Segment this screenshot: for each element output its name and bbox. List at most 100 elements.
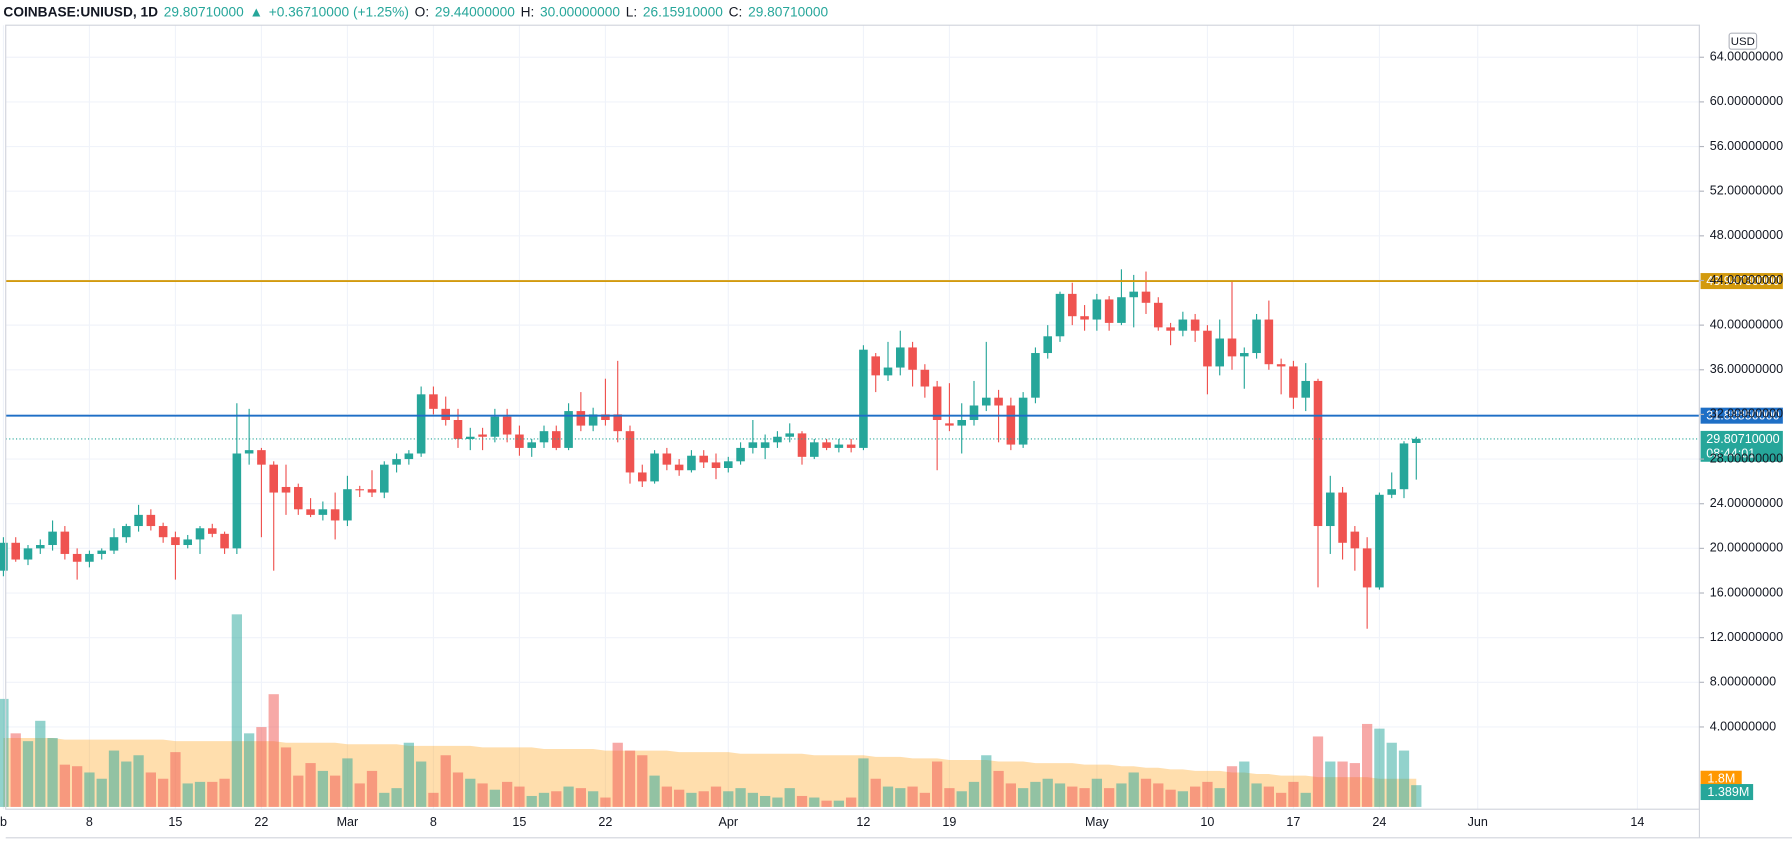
volume-bar [1018,788,1029,807]
legend-item: 30.00000000 [540,4,620,19]
volume-bar [710,786,722,807]
volume-bar [416,761,427,807]
candle-body [1190,319,1200,331]
candle-body [281,486,291,493]
volume-bar [735,788,746,807]
candle-body [588,414,598,426]
candle-body [1154,302,1163,328]
candle-body [1068,293,1077,317]
volume-bar [452,772,464,807]
candle-body [871,356,880,376]
volume-bar [1374,728,1385,807]
volume-bar [108,750,120,807]
candle-body [404,453,414,460]
volume-bar [1067,786,1078,807]
volume-bar [477,783,488,807]
volume-bar [244,733,255,807]
volume-bar [1411,785,1422,807]
candle-body [244,450,254,454]
volume-bar [698,791,709,807]
level-label-box [1700,273,1783,290]
candle-body [822,442,831,448]
volume-bar [293,775,304,807]
candle-body [846,444,856,448]
legend-item: 29.80710000 [164,4,244,19]
volume-bar [35,720,46,807]
candle-body [1141,291,1151,303]
candle-body [834,444,844,448]
volume-bar [1398,750,1410,807]
currency-box [1728,32,1758,50]
candle-body [785,433,794,437]
legend-item: 26.15910000 [643,4,723,19]
candle-body [650,453,659,482]
volume-bar [1325,761,1336,807]
legend-item: 29.44000000 [435,4,515,19]
candle-body [85,553,94,562]
legend-item: O: [415,4,429,19]
x-tick-label: Mar [337,815,359,829]
candle-body [1227,338,1237,357]
volume-bar [612,742,623,807]
x-tick-label: Apr [719,815,739,829]
x-tick-label: 10 [1200,815,1214,829]
y-tick-label: 28.00000000 [1710,451,1783,465]
volume-bar [944,788,955,807]
y-tick-label: 44.00000000 [1710,273,1783,287]
volume-bar [1091,778,1102,807]
volume-bar [0,698,9,807]
volume-bar [72,766,83,807]
candle-body [490,416,500,437]
candle-body [1080,316,1089,320]
volume-bar [1276,792,1287,807]
candle-body [1399,443,1409,490]
volume-bar [84,772,95,807]
volume-bar [59,764,70,807]
volume-bar [882,786,894,807]
candle-body [1252,319,1261,354]
candle-body [306,509,315,515]
volume-bar [22,741,34,807]
candle-body [257,450,266,465]
volume-bar [342,758,353,807]
candle-body [982,397,991,406]
candle-body [896,347,905,368]
volume-bar [1165,789,1176,807]
candle-body [1006,405,1016,445]
candle-body [466,436,475,439]
x-tick-label: 12 [856,815,870,829]
level-label: 31.88850000 [1706,409,1779,423]
volume-bar [723,791,734,807]
x-tick-label: 24 [1372,815,1386,829]
volume-bar [1263,786,1274,807]
volume-bar [379,792,390,807]
volume-bar [661,786,672,807]
volume-bar [354,783,365,807]
volume-bar [526,795,537,807]
volume-bar [649,775,660,807]
level-label: 43.94730000 [1706,274,1779,288]
candle-body [330,509,340,521]
candle-body [416,394,426,454]
y-tick-label: 32.00000000 [1710,407,1783,421]
candle-body [969,405,979,421]
x-tick-label: 17 [1286,815,1300,829]
candle-body [736,447,745,462]
candle-body [638,472,647,482]
y-tick-label: 36.00000000 [1710,362,1783,376]
volume-bar [1239,761,1250,807]
candle-body [724,461,733,469]
volume-bar [858,758,869,807]
volume-bar [760,795,771,807]
candle-body [220,533,229,549]
candle-body [109,537,119,551]
volume-bar [1054,783,1066,807]
volume-bar [1386,742,1397,807]
candle-body [232,453,242,549]
volume-bar [968,781,980,807]
x-tick-label: 19 [942,815,956,829]
volume-bar [624,750,636,807]
currency: USD [1731,36,1755,48]
